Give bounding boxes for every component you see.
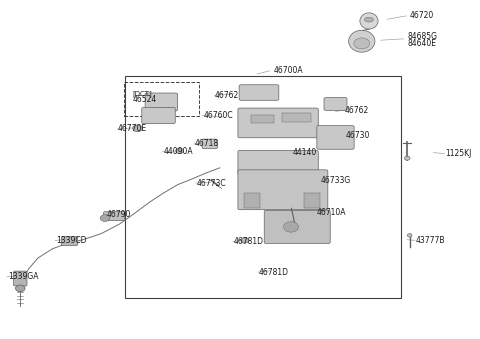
Text: 46718: 46718 [195,139,219,148]
FancyBboxPatch shape [317,126,354,149]
Text: 84685G: 84685G [407,32,437,41]
Ellipse shape [364,17,373,22]
Ellipse shape [360,13,378,29]
Text: 44140: 44140 [292,148,317,157]
Circle shape [407,234,412,237]
FancyBboxPatch shape [264,211,330,243]
Bar [124,82,199,116]
Text: 1339GA: 1339GA [8,272,38,281]
Text: 43777B: 43777B [416,236,445,245]
Ellipse shape [354,38,370,49]
Circle shape [241,238,249,243]
Text: [DCT]: [DCT] [132,90,153,97]
Circle shape [176,148,183,154]
Text: 44090A: 44090A [163,147,193,156]
Text: 1339CD: 1339CD [56,236,87,245]
Circle shape [15,285,25,292]
Circle shape [404,156,410,160]
Text: 46781D: 46781D [259,267,289,277]
FancyBboxPatch shape [13,271,27,286]
Text: 46781D: 46781D [234,237,264,246]
FancyBboxPatch shape [239,85,279,100]
Text: 46773C: 46773C [197,179,227,187]
Ellipse shape [348,30,375,52]
Text: 46790: 46790 [107,210,131,219]
Text: 46760C: 46760C [204,111,233,120]
FancyBboxPatch shape [142,107,175,124]
Text: 46770E: 46770E [118,124,147,134]
Circle shape [100,215,110,221]
Text: 46720: 46720 [409,12,434,20]
FancyBboxPatch shape [202,139,217,148]
FancyBboxPatch shape [61,237,78,245]
FancyBboxPatch shape [238,151,318,175]
Text: 46762: 46762 [345,105,369,115]
FancyBboxPatch shape [238,108,318,138]
Text: 46733G: 46733G [320,176,350,185]
Circle shape [284,222,299,232]
Text: 46700A: 46700A [273,66,303,75]
Text: 1125KJ: 1125KJ [445,149,472,158]
Text: 46524: 46524 [132,95,157,104]
FancyBboxPatch shape [104,212,125,220]
Text: 46730: 46730 [346,131,371,140]
FancyBboxPatch shape [324,98,347,111]
FancyBboxPatch shape [145,93,178,111]
Bar [304,194,320,208]
FancyBboxPatch shape [238,170,328,210]
Bar [252,115,274,123]
Text: 46710A: 46710A [316,207,346,217]
Text: 84640E: 84640E [407,39,436,48]
Circle shape [132,125,142,132]
Bar [282,113,311,122]
Text: 46762: 46762 [215,91,239,100]
Bar [125,76,401,298]
Bar [244,194,260,208]
